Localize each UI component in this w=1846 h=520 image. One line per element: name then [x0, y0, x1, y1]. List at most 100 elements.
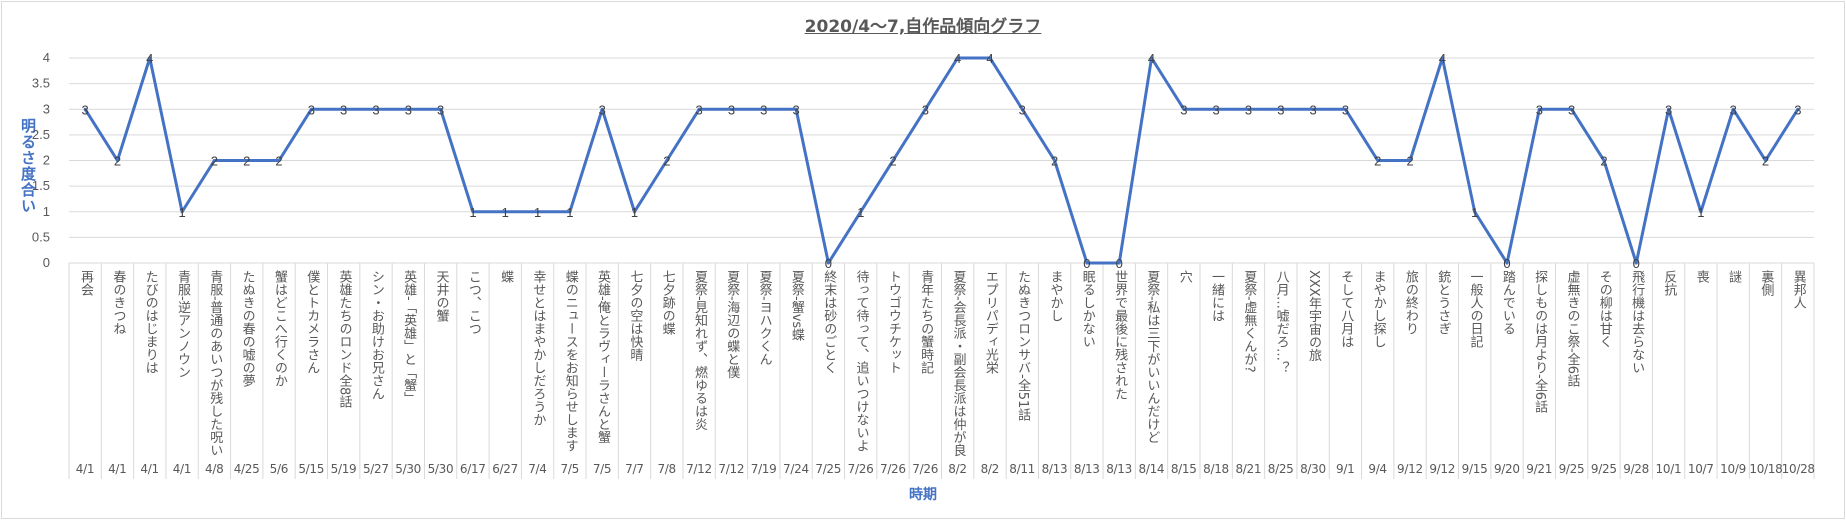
data-label: 2	[1374, 154, 1381, 169]
date-label: 8/11	[1009, 462, 1035, 476]
date-label: 10/7	[1687, 462, 1714, 476]
chart-title: 2020/4～7,自作品傾向グラフ	[0, 12, 1846, 37]
data-point	[503, 210, 507, 214]
date-label: 7/4	[528, 462, 547, 476]
data-point	[1053, 159, 1057, 162]
data-label: 3	[372, 102, 379, 117]
category-label: 夏祭-ヨハクくん	[756, 270, 772, 366]
date-label: 4/1	[172, 462, 192, 476]
category-label: 喪	[1693, 270, 1709, 283]
data-point	[342, 107, 346, 111]
category-label: 天井の蟹	[433, 270, 449, 322]
y-tick-label: 3.5	[32, 76, 50, 91]
date-label: 4/8	[205, 462, 224, 476]
data-label: 2	[243, 154, 250, 169]
category-label: 春のきつね	[110, 270, 126, 335]
category-label: 旅の終わり	[1402, 270, 1418, 335]
data-label: 4	[146, 51, 153, 66]
category-label: 夏祭-虚無くんが?	[1241, 270, 1257, 373]
y-tick-label: 2	[43, 153, 50, 168]
category-label: 一緒には	[1209, 270, 1225, 322]
data-point	[1150, 56, 1154, 60]
data-point	[1667, 107, 1671, 111]
date-label: 8/14	[1138, 462, 1165, 476]
date-label: 9/25	[1558, 462, 1585, 476]
data-point	[988, 56, 992, 60]
data-label: 1	[857, 205, 864, 220]
data-label: 3	[599, 102, 606, 117]
data-point	[374, 107, 378, 111]
data-label: 0	[1116, 256, 1123, 271]
date-label: 9/20	[1493, 462, 1520, 476]
data-label: 2	[211, 154, 218, 169]
category-label: 反抗	[1661, 270, 1677, 296]
data-point	[1117, 261, 1121, 265]
data-label: 1	[1697, 205, 1704, 220]
data-label: 3	[405, 102, 412, 117]
category-label: 蝶のニュースをお知らせします	[562, 270, 578, 452]
category-label: 世界で最後に残された	[1112, 270, 1128, 400]
data-point	[148, 56, 152, 60]
category-label: 裏側	[1758, 270, 1774, 296]
data-label: 1	[566, 205, 573, 220]
data-point	[633, 210, 637, 214]
date-label: 4/25	[233, 462, 260, 476]
category-label: 幸せとはまやかしだろうか	[530, 270, 546, 426]
data-point	[859, 210, 863, 214]
y-tick-label: 4	[43, 50, 50, 65]
category-label: 夏祭-見知れず、燃ゆるは炎	[691, 270, 707, 431]
date-label: 9/28	[1623, 462, 1649, 476]
data-label: 2	[1600, 154, 1607, 169]
date-label: 9/25	[1590, 462, 1617, 476]
data-label: 2	[1051, 154, 1058, 169]
y-tick-label: 0	[43, 255, 50, 270]
data-point	[115, 159, 119, 162]
y-tick-label: 2.5	[32, 127, 50, 142]
data-label: 3	[1568, 102, 1575, 117]
data-label: 1	[469, 205, 476, 220]
date-label: 7/24	[783, 462, 809, 476]
date-label: 7/26	[879, 462, 906, 476]
data-label: 0	[1083, 256, 1090, 271]
y-tick-label: 3	[43, 101, 50, 116]
data-point	[826, 261, 830, 265]
category-label: XXX年宇宙の旅	[1305, 270, 1321, 362]
date-label: 7/8	[657, 462, 676, 476]
date-label: 8/2	[980, 462, 1000, 476]
data-label: 3	[1794, 102, 1801, 117]
date-label: 8/13	[1073, 462, 1100, 476]
date-label: 9/1	[1336, 462, 1355, 476]
category-label: 終末は砂のごとく	[821, 270, 837, 374]
data-label: 1	[178, 205, 185, 220]
category-label: 僕とトカメラさん	[304, 270, 320, 374]
data-label: 3	[1342, 102, 1349, 117]
category-label: 飛行機は去らない	[1629, 270, 1645, 374]
category-label: 英雄-「英雄」と「蟹」	[401, 270, 417, 405]
category-label: 再会	[78, 270, 93, 296]
data-label: 2	[663, 154, 670, 169]
date-label: 7/5	[560, 462, 580, 476]
data-label: 2	[275, 154, 282, 169]
category-label: 青服-逆アンノウン	[174, 270, 190, 379]
data-label: 2	[889, 154, 896, 169]
date-label: 7/5	[592, 462, 612, 476]
category-label: 英雄たちのロンド全8話	[336, 270, 352, 409]
data-label: 3	[1245, 102, 1252, 117]
data-point	[1699, 210, 1703, 214]
category-label: 踏んでいる	[1499, 270, 1515, 335]
data-point	[600, 107, 604, 111]
data-point	[1311, 107, 1315, 111]
data-point	[406, 107, 410, 111]
category-label: 蝶	[498, 270, 514, 283]
data-label: 3	[696, 102, 703, 117]
data-label: 2	[114, 154, 121, 169]
data-point	[1214, 107, 1218, 111]
data-label: 3	[760, 102, 767, 117]
category-label: 青年たちの蟹時記	[918, 270, 934, 374]
date-label: 7/12	[686, 462, 712, 476]
category-label: 異邦人	[1790, 270, 1806, 309]
category-label: たびのはじまりは	[142, 270, 158, 374]
data-point	[83, 107, 87, 111]
category-label: 英雄-俺とラヴィーラさんと蟹	[595, 270, 611, 444]
date-label: 8/13	[1106, 462, 1132, 476]
